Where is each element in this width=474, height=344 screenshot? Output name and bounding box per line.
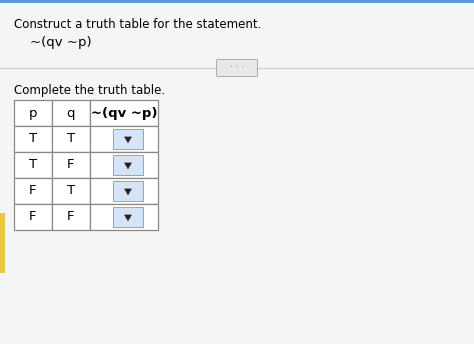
Bar <box>113 155 143 175</box>
Polygon shape <box>125 137 131 143</box>
Bar <box>52 178 90 204</box>
Bar <box>14 204 52 230</box>
Text: p: p <box>29 107 37 119</box>
Text: T: T <box>29 132 37 146</box>
Bar <box>113 207 143 227</box>
FancyBboxPatch shape <box>217 60 257 76</box>
Text: T: T <box>67 132 75 146</box>
Bar <box>90 178 158 204</box>
Bar <box>0 0 474 3</box>
Text: Complete the truth table.: Complete the truth table. <box>14 84 165 97</box>
Text: F: F <box>29 184 37 197</box>
Text: F: F <box>67 159 75 172</box>
Bar <box>113 129 143 149</box>
Text: ~(qv ~p): ~(qv ~p) <box>30 36 91 49</box>
Bar <box>52 152 90 178</box>
Text: · · ·: · · · <box>230 64 244 73</box>
Polygon shape <box>125 163 131 169</box>
Bar <box>113 181 143 201</box>
Bar <box>14 178 52 204</box>
Bar <box>90 100 158 126</box>
Bar <box>14 152 52 178</box>
Text: Construct a truth table for the statement.: Construct a truth table for the statemen… <box>14 18 261 31</box>
Bar <box>90 126 158 152</box>
Text: T: T <box>29 159 37 172</box>
Bar <box>52 126 90 152</box>
Bar <box>90 204 158 230</box>
Text: T: T <box>67 184 75 197</box>
Text: F: F <box>29 211 37 224</box>
Text: q: q <box>67 107 75 119</box>
Polygon shape <box>125 215 131 221</box>
Bar <box>52 204 90 230</box>
Text: F: F <box>67 211 75 224</box>
Text: ~(qv ~p): ~(qv ~p) <box>91 107 157 119</box>
Bar <box>52 100 90 126</box>
Bar <box>14 126 52 152</box>
Polygon shape <box>125 189 131 195</box>
Bar <box>0 213 5 273</box>
Bar <box>90 152 158 178</box>
Bar <box>14 100 52 126</box>
